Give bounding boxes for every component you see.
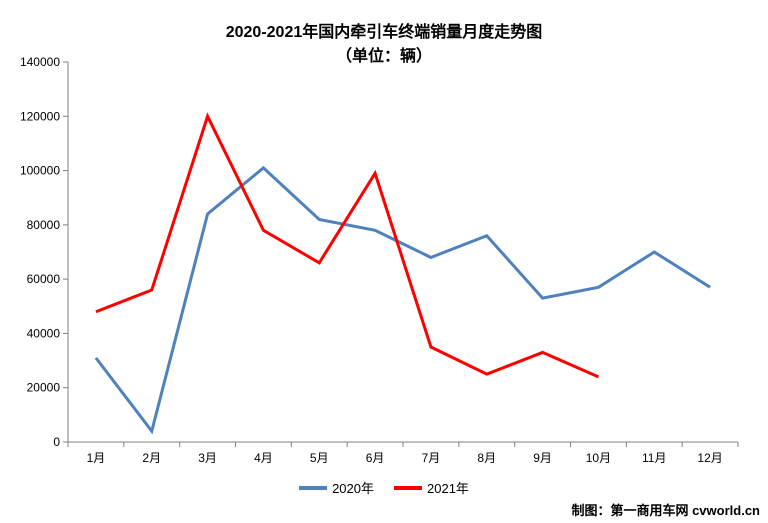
y-tick-label: 40000: [27, 326, 61, 340]
x-tick-label: 8月: [477, 451, 496, 465]
series-line: [96, 168, 710, 431]
legend-item: 2021年: [394, 478, 469, 497]
x-tick-label: 7月: [422, 451, 441, 465]
x-tick-label: 3月: [198, 451, 217, 465]
legend: 2020年 2021年: [0, 478, 768, 497]
y-tick-label: 0: [53, 435, 60, 449]
credit-text: 制图：第一商用车网 cvworld.cn: [571, 500, 760, 519]
x-tick-label: 1月: [87, 451, 106, 465]
legend-label: 2020年: [332, 478, 374, 497]
x-tick-label: 12月: [697, 451, 722, 465]
y-tick-label: 80000: [27, 218, 61, 232]
legend-label: 2021年: [427, 478, 469, 497]
legend-swatch: [394, 486, 422, 490]
x-tick-label: 11月: [642, 451, 666, 465]
x-tick-label: 10月: [586, 451, 611, 465]
plot-area: 0 20000 40000 60000 80000 100000 120000 140000 1…: [0, 0, 768, 523]
y-tick-label: 100000: [20, 164, 60, 178]
legend-swatch: [299, 486, 327, 490]
y-tick-label: 20000: [27, 381, 61, 395]
x-tick-label: 4月: [254, 451, 273, 465]
legend-item: 2020年: [299, 478, 374, 497]
x-tick-label: 6月: [366, 451, 385, 465]
y-tick-label: 60000: [27, 272, 61, 286]
chart-container: 2020-2021年国内牵引车终端销量月度走势图 （单位：辆） 02000040…: [0, 0, 768, 523]
series-line: [96, 116, 599, 377]
x-tick-label: 2月: [142, 451, 161, 465]
y-tick-label: 120000: [20, 109, 60, 123]
x-tick-label: 9月: [533, 451, 552, 465]
x-tick-label: 5月: [310, 451, 329, 465]
y-tick-label: 140000: [20, 55, 60, 69]
